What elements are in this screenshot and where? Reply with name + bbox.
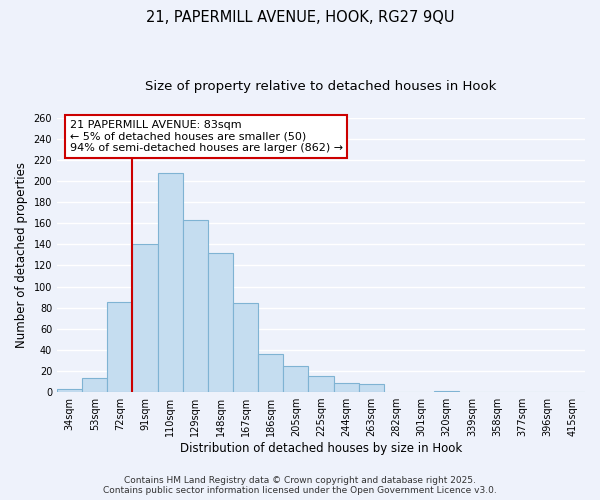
Title: Size of property relative to detached houses in Hook: Size of property relative to detached ho… — [145, 80, 497, 93]
Bar — [434, 391, 459, 392]
X-axis label: Distribution of detached houses by size in Hook: Distribution of detached houses by size … — [180, 442, 462, 455]
Text: 21 PAPERMILL AVENUE: 83sqm
← 5% of detached houses are smaller (50)
94% of semi-: 21 PAPERMILL AVENUE: 83sqm ← 5% of detac… — [70, 120, 343, 153]
Bar — [183, 220, 208, 392]
Bar — [308, 376, 334, 392]
Bar — [82, 378, 107, 392]
Bar — [158, 172, 183, 392]
Bar — [133, 244, 158, 392]
Y-axis label: Number of detached properties: Number of detached properties — [15, 162, 28, 348]
Bar — [208, 253, 233, 392]
Bar — [57, 389, 82, 392]
Text: Contains HM Land Registry data © Crown copyright and database right 2025.
Contai: Contains HM Land Registry data © Crown c… — [103, 476, 497, 495]
Bar — [107, 302, 133, 392]
Bar — [359, 384, 384, 392]
Bar — [233, 304, 258, 392]
Text: 21, PAPERMILL AVENUE, HOOK, RG27 9QU: 21, PAPERMILL AVENUE, HOOK, RG27 9QU — [146, 10, 454, 25]
Bar — [258, 354, 283, 392]
Bar — [334, 382, 359, 392]
Bar — [283, 366, 308, 392]
